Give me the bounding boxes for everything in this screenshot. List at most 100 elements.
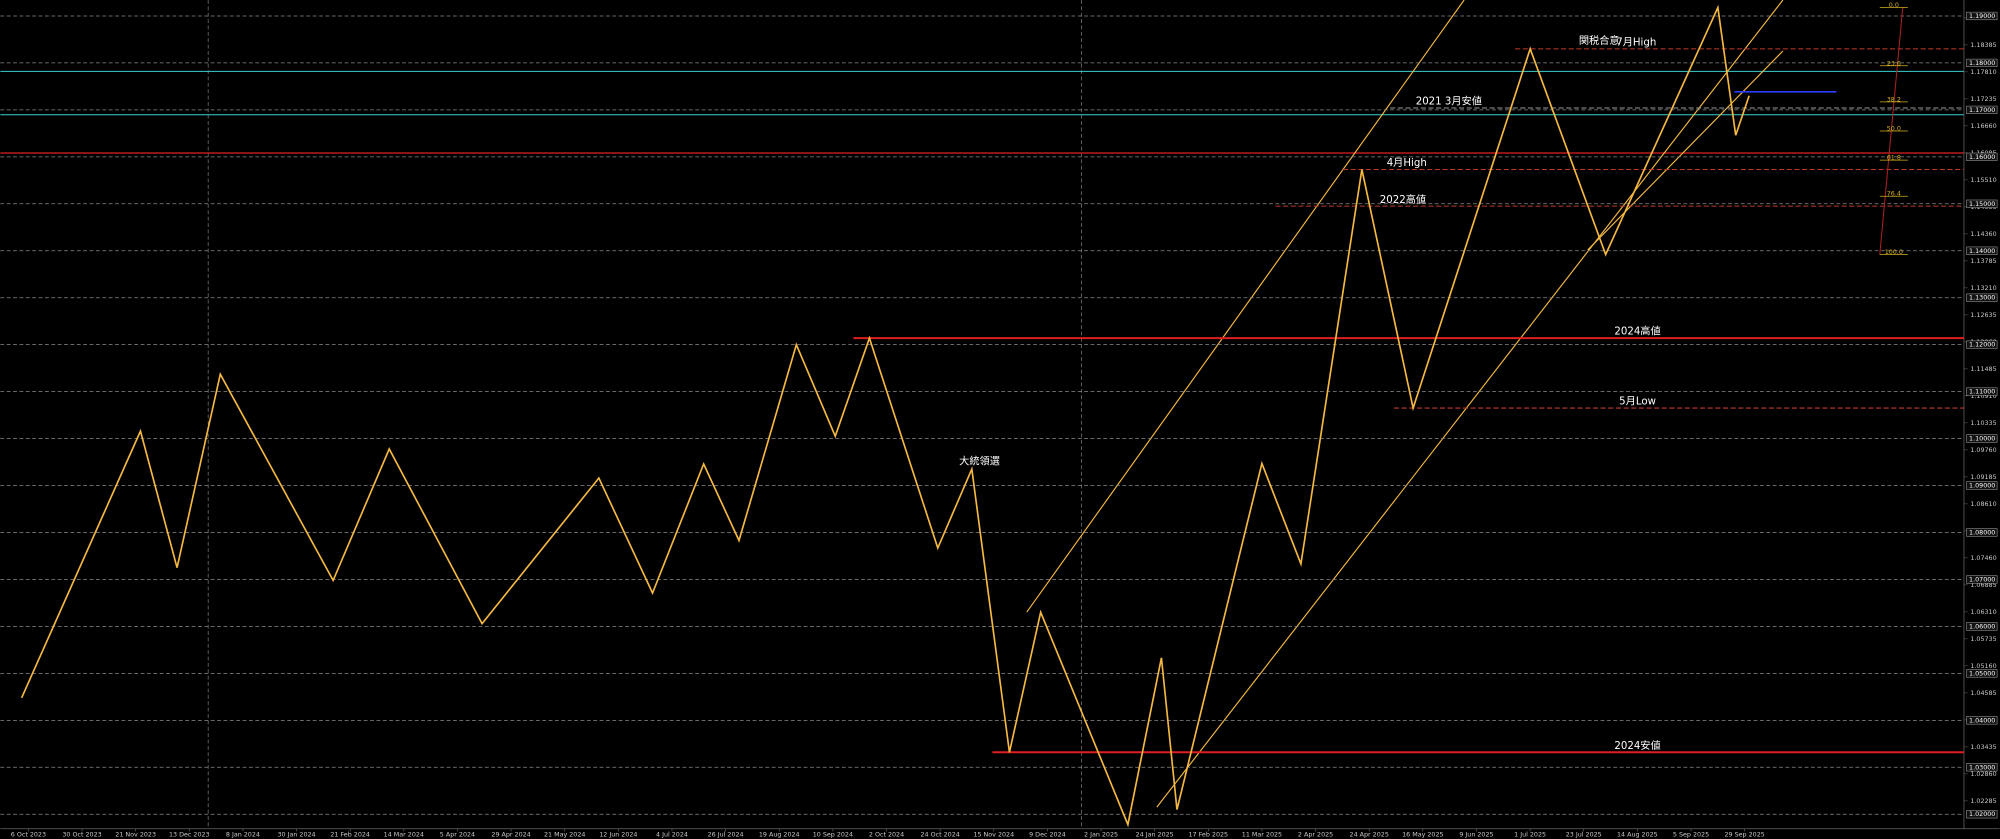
level-tag xyxy=(1966,810,1998,819)
annotation: 2021 3月安値 xyxy=(1416,95,1482,108)
x-tick-label: 17 Feb 2025 xyxy=(1189,831,1229,839)
level-tag xyxy=(1966,293,1998,302)
level-tag xyxy=(1966,716,1998,725)
fibo-label: 61.8 xyxy=(1887,154,1901,162)
level-tag xyxy=(1966,105,1998,114)
level-tag-label: 1.17000 xyxy=(1969,106,1995,114)
level-tag-label: 1.13000 xyxy=(1969,294,1995,302)
level-tag xyxy=(1966,340,1998,349)
x-tick-label: 16 May 2025 xyxy=(1402,831,1443,839)
x-tick-label: 14 Mar 2024 xyxy=(384,831,424,839)
fibo-label: 38.2 xyxy=(1887,95,1901,103)
annotation: 2022高値 xyxy=(1380,193,1426,206)
level-tag xyxy=(1966,434,1998,443)
fibo-label: 100.0 xyxy=(1885,248,1903,256)
level-tag-label: 1.07000 xyxy=(1969,575,1995,583)
y-tick-label: 1.03435 xyxy=(1970,743,1996,751)
level-tag-label: 1.02000 xyxy=(1969,810,1995,818)
y-tick-label: 1.04585 xyxy=(1970,689,1996,697)
x-tick-label: 12 Jun 2024 xyxy=(599,831,637,839)
x-tick-label: 10 Sep 2024 xyxy=(813,831,853,839)
y-tick-label: 1.17235 xyxy=(1970,95,1996,103)
y-tick-label: 1.06885 xyxy=(1970,581,1996,589)
y-tick-label: 1.13785 xyxy=(1970,257,1996,265)
y-tick-label: 1.17810 xyxy=(1970,68,1996,76)
y-tick-label: 1.11485 xyxy=(1970,365,1996,373)
x-tick-label: 4 Jul 2024 xyxy=(656,831,688,839)
x-tick-label: 24 Oct 2024 xyxy=(920,831,959,839)
y-tick-label: 1.13210 xyxy=(1970,284,1996,292)
x-tick-label: 1 Jul 2025 xyxy=(1514,831,1546,839)
level-tag xyxy=(1966,622,1998,631)
level-tag xyxy=(1966,246,1998,255)
level-tag-label: 1.04000 xyxy=(1969,716,1995,724)
level-tag-label: 1.14000 xyxy=(1969,247,1995,255)
y-tick-label: 1.10335 xyxy=(1970,419,1996,427)
x-tick-label: 23 Jul 2025 xyxy=(1566,831,1602,839)
y-tick-label: 1.18385 xyxy=(1970,41,1996,49)
x-tick-label: 26 Jul 2024 xyxy=(708,831,744,839)
fibo-label: 50.0 xyxy=(1887,124,1901,132)
level-tag xyxy=(1966,575,1998,584)
x-tick-label: 15 Nov 2024 xyxy=(973,831,1014,839)
level-tag-label: 1.11000 xyxy=(1969,388,1995,396)
x-tick-label: 29 Sep 2025 xyxy=(1724,831,1764,839)
channel-line xyxy=(1026,0,1465,613)
y-tick-label: 1.06310 xyxy=(1970,608,1996,616)
level-tag xyxy=(1966,387,1998,396)
annotation: 2024安値 xyxy=(1614,739,1660,752)
y-tick-label: 1.14360 xyxy=(1970,230,1996,238)
level-tag-label: 1.06000 xyxy=(1969,622,1995,630)
annotation: 大統領選 xyxy=(959,454,1000,467)
annotation: 2024高値 xyxy=(1614,325,1660,338)
y-tick-label: 1.10910 xyxy=(1970,392,1996,400)
x-tick-label: 21 Feb 2024 xyxy=(330,831,370,839)
x-tick-label: 30 Oct 2023 xyxy=(62,831,101,839)
fibo-label: 23.6 xyxy=(1887,59,1901,67)
level-tag xyxy=(1966,528,1998,537)
level-tag-label: 1.08000 xyxy=(1969,528,1995,536)
annotation: 5月Low xyxy=(1619,396,1656,408)
x-tick-label: 2 Apr 2025 xyxy=(1298,831,1333,839)
x-tick-label: 29 Apr 2024 xyxy=(491,831,530,839)
x-tick-label: 2 Oct 2024 xyxy=(869,831,904,839)
x-tick-label: 14 Aug 2025 xyxy=(1617,831,1658,839)
level-tag-label: 1.19000 xyxy=(1969,12,1995,20)
x-tick-label: 24 Apr 2025 xyxy=(1350,831,1389,839)
level-tag xyxy=(1966,669,1998,678)
y-tick-label: 1.08610 xyxy=(1970,500,1996,508)
fibo-label: 76.4 xyxy=(1887,190,1901,198)
channel-line xyxy=(1156,0,1784,808)
x-tick-label: 8 Jan 2024 xyxy=(226,831,260,839)
annotation: 4月High xyxy=(1387,157,1427,169)
x-tick-label: 5 Sep 2025 xyxy=(1673,831,1709,839)
y-tick-label: 1.12635 xyxy=(1970,311,1996,319)
y-tick-label: 1.09185 xyxy=(1970,473,1996,481)
x-tick-label: 6 Oct 2023 xyxy=(11,831,46,839)
level-tag-label: 1.05000 xyxy=(1969,669,1995,677)
x-tick-label: 5 Apr 2024 xyxy=(440,831,475,839)
zigzag-line xyxy=(20,4,1750,828)
x-tick-label: 21 May 2024 xyxy=(544,831,585,839)
level-tag-label: 1.10000 xyxy=(1969,435,1995,443)
y-tick-label: 1.15510 xyxy=(1970,176,1996,184)
annotation: 7月High xyxy=(1616,36,1656,48)
y-tick-label: 1.05735 xyxy=(1970,635,1996,643)
level-tag xyxy=(1966,199,1998,208)
level-tag-label: 1.18000 xyxy=(1969,59,1995,67)
x-tick-label: 2 Jan 2025 xyxy=(1084,831,1118,839)
x-tick-label: 9 Jun 2025 xyxy=(1459,831,1493,839)
level-tag-label: 1.09000 xyxy=(1969,482,1995,490)
level-tag-label: 1.03000 xyxy=(1969,763,1995,771)
level-tag-label: 1.12000 xyxy=(1969,341,1995,349)
x-tick-label: 13 Dec 2023 xyxy=(169,831,210,839)
x-tick-label: 19 Aug 2024 xyxy=(759,831,800,839)
level-tag xyxy=(1966,152,1998,161)
y-tick-label: 1.02285 xyxy=(1970,797,1996,805)
level-tag-label: 1.16000 xyxy=(1969,153,1995,161)
x-tick-label: 9 Dec 2024 xyxy=(1029,831,1066,839)
level-tag xyxy=(1966,11,1998,21)
level-tag-label: 1.15000 xyxy=(1969,200,1995,208)
x-tick-label: 21 Nov 2023 xyxy=(115,831,156,839)
